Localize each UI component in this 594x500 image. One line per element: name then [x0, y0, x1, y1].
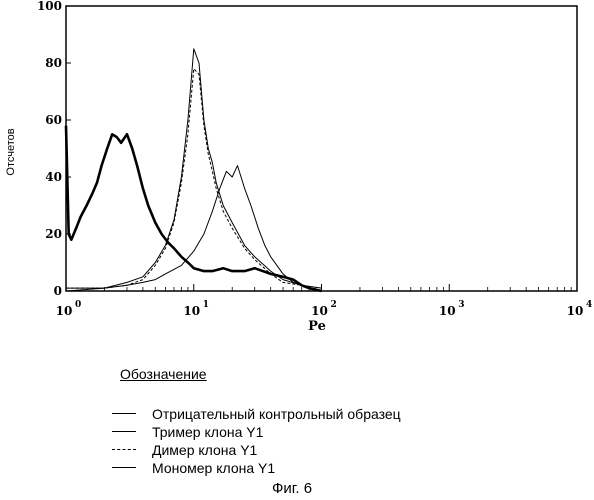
x-tick-label: 10	[311, 304, 328, 318]
y-tick-label: 100	[37, 0, 62, 13]
flow-histogram-chart: 020406080100 100101102103104 Отсчетов Pe	[0, 0, 594, 345]
series-line-2	[66, 49, 322, 288]
legend-label: Мономер клона Y1	[152, 460, 275, 476]
series-line-3	[66, 69, 322, 291]
legend-item: Отрицательный контрольный образец	[112, 406, 512, 424]
y-tick-label: 20	[45, 227, 62, 241]
x-axis-label: Pe	[308, 319, 326, 334]
x-tick-exponent: 1	[203, 300, 209, 310]
legend: Отрицательный контрольный образец Тример …	[112, 406, 512, 478]
plot-frame	[66, 6, 577, 291]
legend-item: Тример клона Y1	[112, 424, 512, 442]
legend-line-sample	[112, 467, 136, 468]
y-tick-label: 80	[45, 56, 62, 70]
y-tick-label: 0	[54, 284, 62, 298]
x-tick-exponent: 4	[586, 300, 592, 310]
x-axis-ticks: 100101102103104	[56, 284, 593, 318]
legend-item: Димер клона Y1	[112, 442, 512, 460]
x-tick-exponent: 2	[331, 300, 337, 310]
x-tick-exponent: 0	[75, 300, 81, 310]
y-axis-label: Отсчетов	[5, 128, 17, 175]
legend-label: Отрицательный контрольный образец	[152, 406, 401, 422]
series-line-4	[66, 166, 322, 291]
legend-line-sample	[112, 431, 136, 432]
y-tick-label: 60	[45, 113, 62, 127]
legend-label: Димер клона Y1	[152, 442, 257, 458]
legend-label: Тример клона Y1	[152, 424, 263, 440]
series-line-1	[66, 126, 322, 291]
y-tick-label: 40	[45, 170, 62, 184]
legend-line-sample	[112, 449, 136, 450]
series-group	[66, 49, 322, 291]
x-tick-label: 10	[439, 304, 456, 318]
legend-item: Мономер клона Y1	[112, 460, 512, 478]
figure-caption: Фиг. 6	[272, 480, 312, 497]
legend-line-sample	[112, 413, 136, 414]
x-tick-label: 10	[183, 304, 200, 318]
x-tick-label: 10	[56, 304, 73, 318]
x-tick-label: 10	[567, 304, 584, 318]
x-tick-exponent: 3	[458, 300, 464, 310]
legend-title: Обозначение	[120, 366, 207, 382]
